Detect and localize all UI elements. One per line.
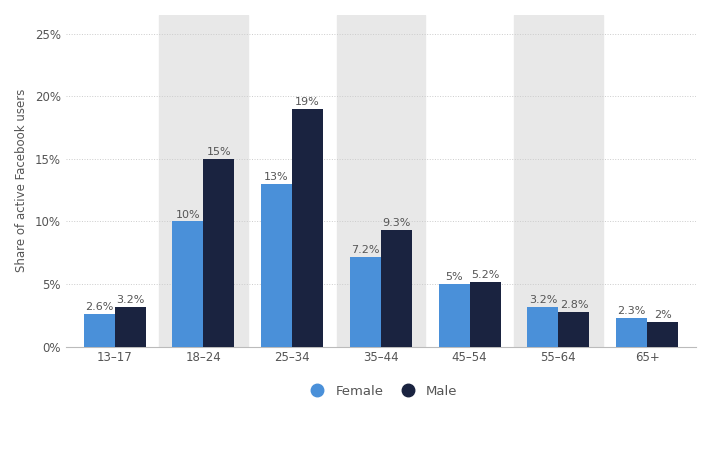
Y-axis label: Share of active Facebook users: Share of active Facebook users [15, 89, 28, 273]
Text: 5%: 5% [445, 272, 463, 282]
Bar [470, 282, 501, 347]
Bar [292, 109, 324, 347]
Text: 3.2%: 3.2% [116, 295, 144, 305]
Text: 15%: 15% [207, 147, 231, 157]
Legend: Female, Male: Female, Male [299, 380, 463, 403]
Bar [203, 159, 235, 347]
Bar [172, 222, 203, 347]
Text: 2.8%: 2.8% [560, 300, 588, 310]
Text: 19%: 19% [295, 97, 320, 107]
Text: 5.2%: 5.2% [471, 270, 499, 280]
Bar [159, 15, 247, 347]
Bar [114, 307, 146, 347]
Text: 9.3%: 9.3% [383, 218, 411, 228]
Text: 13%: 13% [264, 172, 289, 182]
Bar [528, 307, 558, 347]
Text: 2.6%: 2.6% [85, 302, 113, 312]
Bar [336, 15, 425, 347]
Bar [381, 230, 412, 347]
Bar [514, 15, 603, 347]
Bar [350, 256, 381, 347]
Bar [439, 284, 470, 347]
Bar [84, 314, 114, 347]
Text: 2%: 2% [654, 310, 672, 320]
Text: 10%: 10% [176, 210, 201, 220]
Bar [261, 184, 292, 347]
Bar [616, 318, 647, 347]
Bar [647, 322, 678, 347]
Bar [558, 312, 589, 347]
Text: 2.3%: 2.3% [617, 306, 646, 316]
Text: 3.2%: 3.2% [529, 295, 557, 305]
Text: 7.2%: 7.2% [351, 245, 380, 255]
